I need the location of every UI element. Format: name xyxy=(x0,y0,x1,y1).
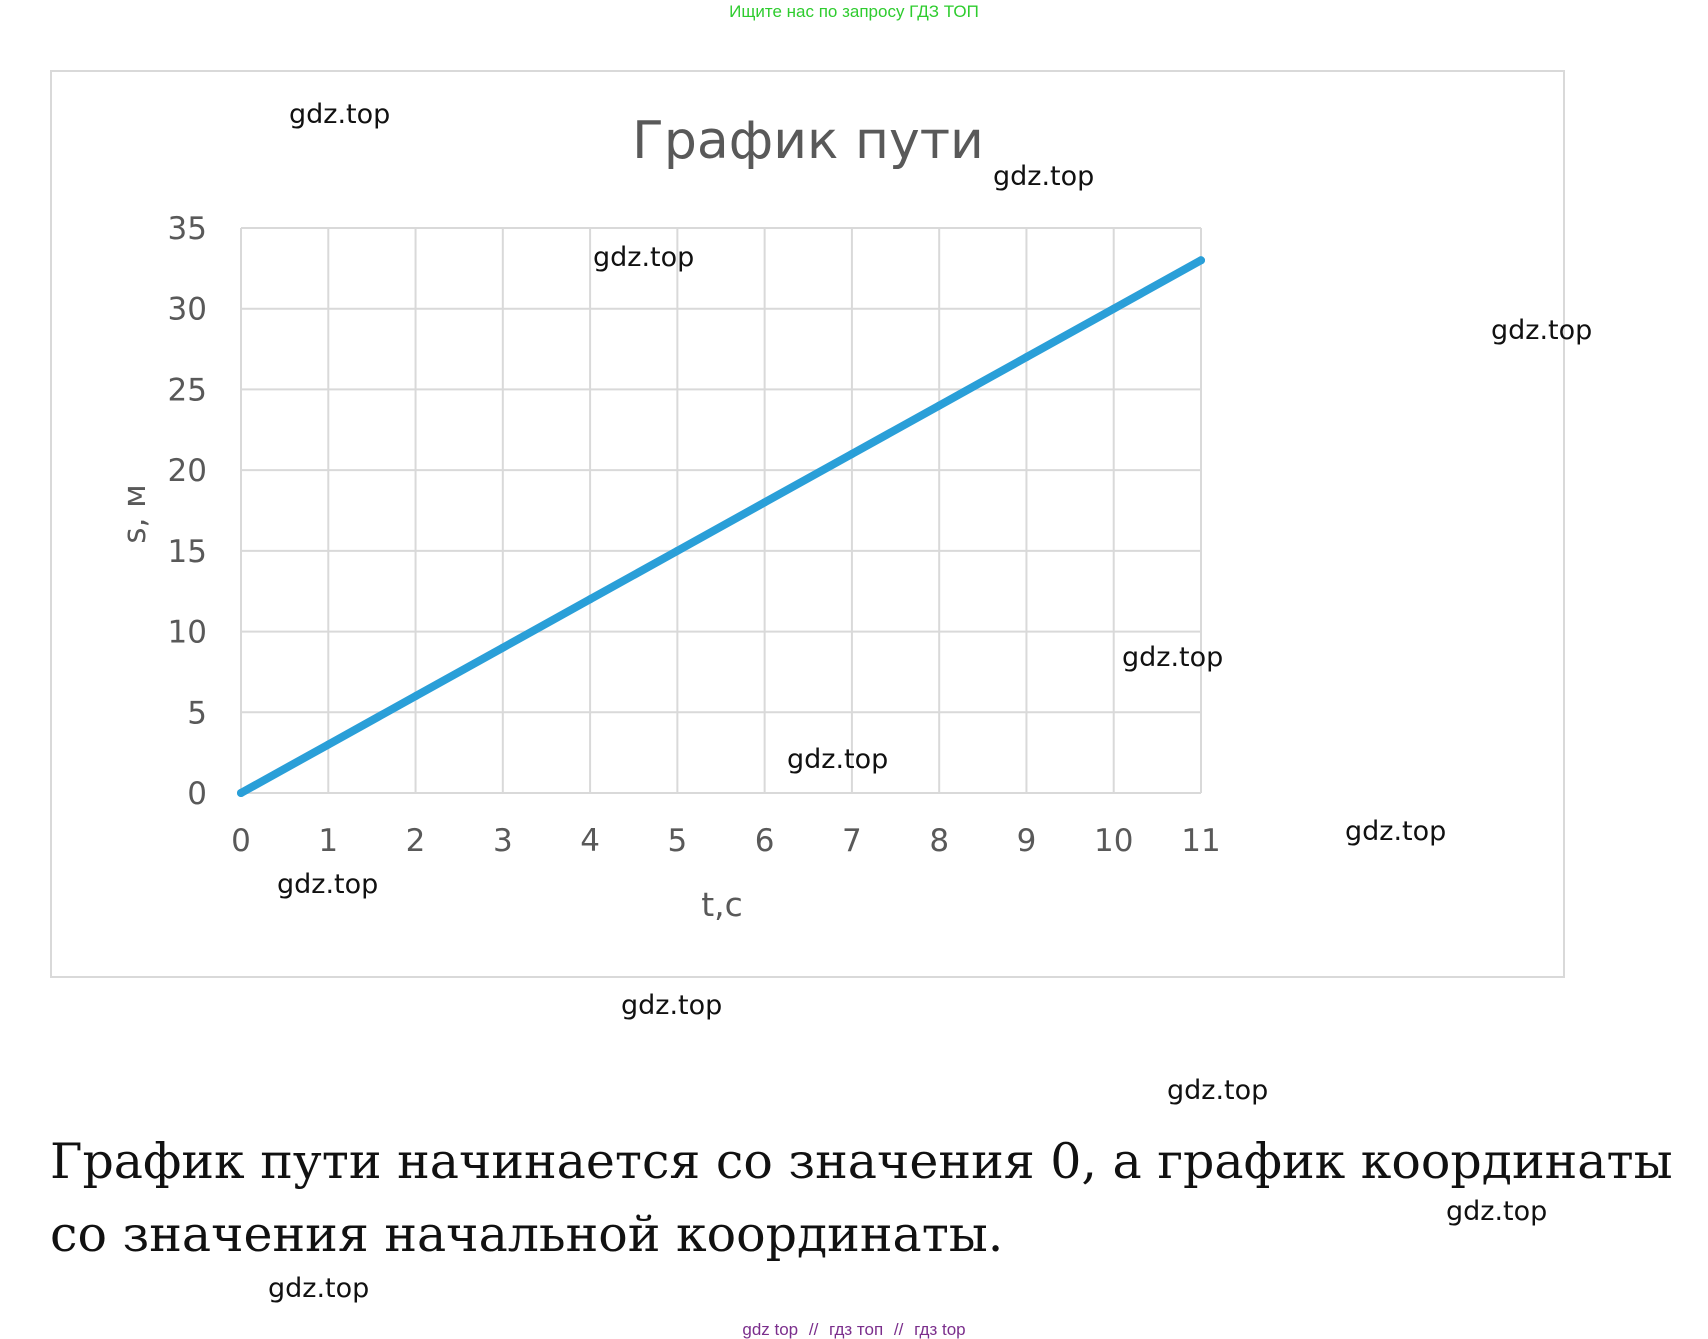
data-point xyxy=(760,498,769,507)
x-tick-label: 5 xyxy=(667,823,687,859)
footer-separator: // xyxy=(808,1320,819,1339)
watermark: gdz.top xyxy=(289,99,391,130)
y-tick-label: 15 xyxy=(168,534,207,570)
y-axis-label: s, м xyxy=(117,484,153,543)
footer-links: gdz top // гдз топ // гдз top xyxy=(0,1321,1708,1338)
data-point xyxy=(1109,304,1118,313)
y-tick-label: 30 xyxy=(168,292,207,328)
x-tick-label: 10 xyxy=(1094,823,1133,859)
watermark: gdz.top xyxy=(268,1273,370,1304)
watermark: gdz.top xyxy=(787,744,889,775)
watermark: gdz.top xyxy=(277,869,379,900)
y-tick-label: 0 xyxy=(187,776,207,812)
data-point xyxy=(324,740,333,749)
x-tick-label: 7 xyxy=(842,823,862,859)
watermark: gdz.top xyxy=(1491,315,1593,346)
x-tick-label: 6 xyxy=(755,823,775,859)
watermark: gdz.top xyxy=(593,242,695,273)
y-tick-label: 35 xyxy=(168,211,207,247)
x-tick-label: 4 xyxy=(580,823,600,859)
data-point xyxy=(673,546,682,555)
x-axis-ticks: 0 1 2 3 4 5 6 7 8 9 10 11 xyxy=(231,823,1221,859)
data-point xyxy=(847,450,856,458)
data-point xyxy=(935,401,944,410)
footer-link-gdz-top-ru[interactable]: гдз топ xyxy=(829,1320,884,1339)
x-tick-label: 8 xyxy=(929,823,949,859)
watermark: gdz.top xyxy=(1345,816,1447,847)
footer-link-gdz-top-mixed[interactable]: гдз top xyxy=(914,1320,966,1339)
footer-separator: // xyxy=(893,1320,904,1339)
y-axis-ticks: 0 5 10 15 20 25 30 35 xyxy=(168,211,207,812)
explanation-text: График пути начинается со значения 0, а … xyxy=(50,1133,1673,1263)
data-point xyxy=(237,789,245,797)
chart-frame xyxy=(50,70,1565,978)
x-tick-label: 11 xyxy=(1181,823,1220,859)
grid xyxy=(240,227,1202,794)
x-tick-label: 3 xyxy=(493,823,513,859)
chart-title: График пути xyxy=(632,111,984,171)
data-point xyxy=(498,643,507,652)
x-tick-label: 9 xyxy=(1017,823,1037,859)
x-axis-label: t,c xyxy=(701,885,743,924)
watermark: gdz.top xyxy=(993,161,1095,192)
data-point xyxy=(1022,353,1031,362)
watermark: gdz.top xyxy=(621,990,723,1021)
banner-text: Ищите нас по запросу ГДЗ ТОП xyxy=(729,2,979,21)
y-tick-label: 25 xyxy=(168,372,207,408)
data-point xyxy=(411,692,420,701)
x-tick-label: 0 xyxy=(231,823,251,859)
y-tick-label: 20 xyxy=(168,453,207,489)
series-line xyxy=(237,256,1205,797)
x-tick-label: 2 xyxy=(406,823,426,859)
data-point xyxy=(1197,256,1205,265)
footer-link-gdz-top[interactable]: gdz top xyxy=(742,1320,799,1339)
watermark: gdz.top xyxy=(1167,1075,1269,1106)
watermark: gdz.top xyxy=(1122,642,1224,673)
x-tick-label: 1 xyxy=(318,823,338,859)
data-point xyxy=(586,595,595,604)
y-tick-label: 5 xyxy=(187,695,207,731)
series-layer xyxy=(237,256,1205,797)
top-banner: Ищите нас по запросу ГДЗ ТОП xyxy=(0,2,1708,22)
y-tick-label: 10 xyxy=(168,615,207,651)
watermark: gdz.top xyxy=(1446,1196,1548,1227)
